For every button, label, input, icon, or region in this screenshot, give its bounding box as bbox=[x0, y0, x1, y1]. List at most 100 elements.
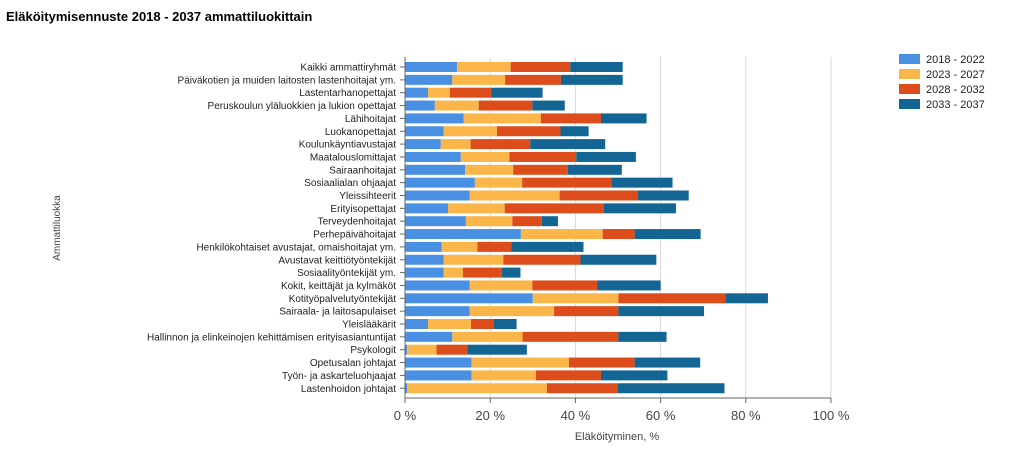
bar-segment bbox=[600, 113, 647, 124]
category-label: Kokit, keittäjät ja kylmäköt bbox=[281, 281, 396, 292]
bar-segment bbox=[428, 319, 472, 329]
x-tick-label: 80 % bbox=[731, 408, 761, 423]
bar-segment bbox=[405, 190, 470, 201]
bar-segment bbox=[501, 267, 521, 278]
bar-segment bbox=[405, 164, 466, 175]
bar-segment bbox=[428, 87, 450, 98]
bar-segment bbox=[510, 62, 571, 72]
bar-segment bbox=[638, 190, 689, 201]
bar-segment bbox=[541, 216, 558, 227]
category-label: Sosiaalialan ohjaajat bbox=[304, 178, 396, 189]
bar-segment bbox=[512, 216, 542, 227]
bar-segment bbox=[540, 113, 601, 124]
bar-segment bbox=[443, 126, 498, 137]
bar-segment bbox=[522, 331, 619, 342]
category-label: Sairaanhoitajat bbox=[329, 165, 396, 176]
bar-segment bbox=[469, 190, 560, 201]
bar-segment bbox=[462, 267, 502, 278]
legend-label: 2023 - 2027 bbox=[926, 69, 985, 81]
bar-segment bbox=[405, 203, 449, 214]
legend-swatch bbox=[899, 54, 920, 64]
bar-segment bbox=[600, 370, 668, 381]
bar-segment bbox=[567, 164, 622, 175]
bar-segment bbox=[405, 357, 472, 368]
chart-title: Eläköitymisennuste 2018 - 2037 ammattilu… bbox=[6, 9, 313, 24]
bar-segment bbox=[611, 177, 673, 188]
bar-segment bbox=[576, 151, 636, 162]
bar-segment bbox=[405, 216, 466, 227]
bar-segment bbox=[618, 383, 725, 394]
bar-segment bbox=[405, 139, 441, 150]
bar-segment bbox=[560, 126, 589, 137]
bar-segment bbox=[405, 254, 444, 265]
bar-segment bbox=[460, 151, 510, 162]
bar-segment bbox=[469, 306, 555, 317]
bar-segment bbox=[405, 62, 457, 72]
bar-segment bbox=[436, 344, 468, 355]
bar-segment bbox=[520, 229, 603, 240]
bar-segment bbox=[530, 139, 606, 150]
bar-segment bbox=[554, 306, 619, 317]
bar-segment bbox=[448, 203, 505, 214]
bar-segment bbox=[405, 241, 442, 252]
category-label: Kaikki ammattiryhmät bbox=[300, 63, 396, 74]
x-tick-label: 60 % bbox=[646, 408, 676, 423]
bar-segment bbox=[407, 344, 437, 355]
category-label: Perhepäivähoitajat bbox=[313, 230, 396, 241]
bar-segment bbox=[463, 113, 541, 124]
bar-segment bbox=[440, 139, 471, 150]
category-label: Koulunkäyntiavustajat bbox=[299, 140, 397, 151]
x-tick-label: 40 % bbox=[561, 408, 591, 423]
bar-segment bbox=[471, 357, 570, 368]
bar-segment bbox=[405, 87, 429, 98]
bar-segment bbox=[405, 344, 408, 355]
bar-segment bbox=[405, 126, 444, 137]
category-label: Peruskoulun yläluokkien ja lukion opetta… bbox=[208, 101, 397, 112]
bar-segment bbox=[405, 113, 464, 124]
category-label: Erityisopettajat bbox=[330, 204, 396, 215]
category-label: Sosiaalityöntekijät ym. bbox=[297, 268, 396, 279]
legend: 2018 - 2022 2023 - 2027 2028 - 2032 2033 - … bbox=[899, 54, 985, 111]
bar-segment bbox=[560, 74, 623, 85]
y-axis-title: Ammattiluokka bbox=[52, 195, 63, 261]
bar-segment bbox=[477, 241, 512, 252]
bar-segment bbox=[474, 177, 523, 188]
bar-segment bbox=[470, 139, 531, 150]
bar-segment bbox=[513, 164, 568, 175]
bar-segment bbox=[602, 229, 635, 240]
bar-segment bbox=[546, 383, 618, 394]
bar-segment bbox=[405, 177, 475, 188]
bar-segment bbox=[504, 203, 604, 214]
bar-segment bbox=[405, 280, 470, 291]
bar-segment bbox=[407, 383, 547, 394]
x-tick-labels: 0 % 20 % 40 % 60 % 80 % 100 % bbox=[394, 408, 850, 423]
bar-segment bbox=[465, 164, 514, 175]
bar-segment bbox=[405, 383, 408, 394]
category-label: Lastenhoidon johtajat bbox=[301, 384, 396, 395]
bar-segment bbox=[405, 151, 461, 162]
category-label: Kotityöpalvelutyöntekijät bbox=[289, 294, 397, 305]
bar-segment bbox=[434, 100, 479, 111]
category-label: Maatalouslomittajat bbox=[310, 152, 396, 163]
category-label: Yleissihteerit bbox=[339, 191, 396, 202]
category-label: Lähihoitajat bbox=[345, 114, 396, 125]
bar-segment bbox=[559, 190, 639, 201]
bar-segment bbox=[497, 126, 561, 137]
category-label: Päiväkotien ja muiden laitosten lastenho… bbox=[178, 75, 396, 86]
bar-segment bbox=[505, 74, 561, 85]
legend-swatch bbox=[899, 84, 920, 94]
bar-segment bbox=[441, 241, 478, 252]
x-tick-label: 20 % bbox=[475, 408, 505, 423]
bar-segment bbox=[469, 280, 533, 291]
category-label: Terveydenhoitajat bbox=[318, 217, 397, 228]
bar-segment bbox=[570, 62, 623, 72]
legend-label: 2018 - 2022 bbox=[926, 54, 985, 66]
bar-segment bbox=[478, 100, 533, 111]
category-label: Sairaala- ja laitosapulaiset bbox=[279, 307, 396, 318]
legend-label: 2033 - 2037 bbox=[926, 99, 985, 111]
bar-segment bbox=[532, 100, 565, 111]
bar-segment bbox=[532, 293, 619, 304]
category-label: Työn- ja askarteluohjaajat bbox=[282, 371, 396, 382]
